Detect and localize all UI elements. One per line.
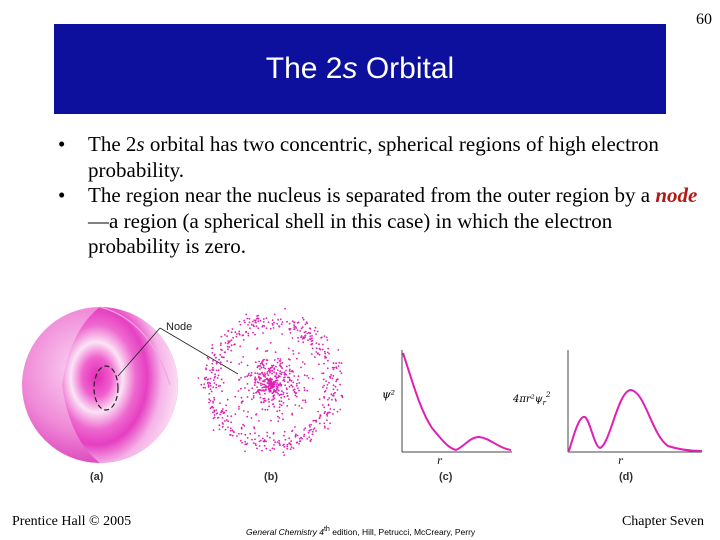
orbital-figure: Node ψ² r 4πr²ψr2 r (a) (b) (c) (d) — [22, 306, 703, 483]
dot-density-diagram — [197, 307, 344, 456]
title-bar: The 2s Orbital — [54, 24, 666, 114]
radial-probability-plot: 4πr²ψr2 r — [512, 350, 703, 467]
bullet-marker: • — [58, 132, 66, 156]
node-pointer-a — [117, 327, 161, 377]
r-axis-label-d: r — [618, 456, 624, 467]
page-number: 60 — [696, 11, 712, 28]
figure-label-c: (c) — [439, 471, 453, 483]
r-axis-label-c: r — [437, 456, 443, 467]
footer-chapter: Chapter Seven — [621, 514, 704, 529]
bullet-item-1: • The 2s orbital has two concentric, sphe… — [58, 132, 659, 182]
cutaway-sphere — [22, 306, 178, 463]
footer-publisher: Prentice Hall © 2005 — [12, 514, 132, 529]
node-term: node — [655, 183, 698, 207]
radial-probability-label: 4πr²ψr2 — [512, 391, 551, 407]
figure-label-d: (d) — [619, 471, 633, 483]
footer-citation: General Chemistry 4th edition, Hill, Pet… — [246, 525, 476, 537]
slide-title: The 2s Orbital — [265, 52, 455, 85]
psi-squared-plot: ψ² r — [382, 350, 512, 467]
node-pointer-b — [159, 327, 239, 375]
bullet-marker: • — [58, 183, 66, 207]
figure-label-b: (b) — [264, 471, 278, 483]
bullet-list: • The 2s orbital has two concentric, sphe… — [58, 132, 698, 260]
node-callout: Node — [166, 321, 192, 333]
figure-label-a: (a) — [90, 471, 104, 483]
psi-squared-label: ψ² — [382, 388, 395, 401]
bullet-item-2: • The region near the nucleus is separate… — [58, 183, 698, 258]
